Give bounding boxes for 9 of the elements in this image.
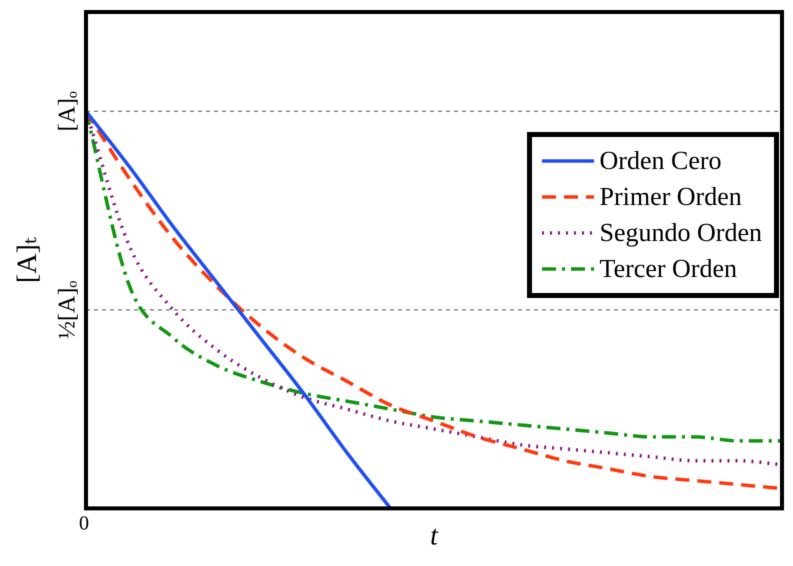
ref-line-label: ½[A]ₒ [54, 280, 80, 339]
x-axis-title: t [430, 520, 440, 552]
y-axis-title: [A]ₜ [12, 237, 44, 284]
legend-label: Segundo Orden [600, 217, 762, 249]
legend-label: Primer Orden [600, 181, 742, 213]
ref-line-label: [A]ₒ [54, 91, 80, 132]
text: 0 [79, 512, 89, 535]
legend-label: Orden Cero [600, 145, 722, 177]
legend-label: Tercer Orden [600, 253, 737, 285]
